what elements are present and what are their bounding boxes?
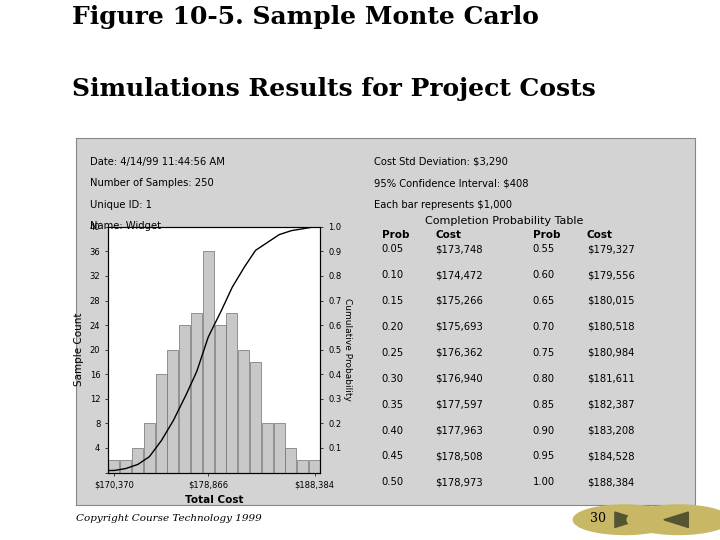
Bar — [109, 460, 120, 472]
Text: Completion Probability Table: Completion Probability Table — [425, 216, 583, 226]
X-axis label: Total Cost: Total Cost — [185, 495, 243, 505]
Text: Cost Std Deviation: $3,290: Cost Std Deviation: $3,290 — [374, 157, 508, 167]
Text: Simulations Results for Project Costs: Simulations Results for Project Costs — [72, 77, 595, 100]
Text: 0.25: 0.25 — [382, 348, 404, 358]
Text: 0.35: 0.35 — [382, 400, 404, 410]
Text: 95% Confidence Interval: $408: 95% Confidence Interval: $408 — [374, 178, 529, 188]
Text: 0.10: 0.10 — [382, 270, 404, 280]
Text: 0.80: 0.80 — [533, 374, 555, 384]
Text: 0.15: 0.15 — [382, 296, 404, 306]
Text: $178,973: $178,973 — [436, 477, 483, 488]
Text: $188,384: $188,384 — [587, 477, 634, 488]
Text: $180,518: $180,518 — [587, 322, 634, 332]
Text: Prob: Prob — [533, 230, 560, 240]
Text: $181,611: $181,611 — [587, 374, 634, 384]
Text: $179,327: $179,327 — [587, 244, 634, 254]
Text: $176,362: $176,362 — [436, 348, 483, 358]
Text: Unique ID: 1: Unique ID: 1 — [90, 200, 152, 210]
Text: 0.55: 0.55 — [533, 244, 555, 254]
Text: 0.90: 0.90 — [533, 426, 555, 436]
Circle shape — [573, 505, 676, 535]
Text: Cost: Cost — [436, 230, 462, 240]
Text: 0.40: 0.40 — [382, 426, 404, 436]
Text: $179,556: $179,556 — [587, 270, 634, 280]
Bar — [191, 313, 202, 472]
Text: 0.20: 0.20 — [382, 322, 404, 332]
Text: Date: 4/14/99 11:44:56 AM: Date: 4/14/99 11:44:56 AM — [90, 157, 225, 167]
Text: 30: 30 — [590, 512, 606, 525]
Text: $174,472: $174,472 — [436, 270, 483, 280]
Text: $175,266: $175,266 — [436, 296, 483, 306]
Text: 0.75: 0.75 — [533, 348, 555, 358]
Text: $173,748: $173,748 — [436, 244, 483, 254]
Text: Each bar represents $1,000: Each bar represents $1,000 — [374, 200, 513, 210]
Text: 0.70: 0.70 — [533, 322, 555, 332]
Bar — [168, 350, 179, 472]
Y-axis label: Cumulative Probability: Cumulative Probability — [343, 298, 352, 401]
Bar — [120, 460, 131, 472]
Bar — [274, 423, 284, 472]
Text: Cost: Cost — [587, 230, 613, 240]
Polygon shape — [664, 512, 688, 528]
Y-axis label: Sample Count: Sample Count — [74, 313, 84, 387]
Text: $180,015: $180,015 — [587, 296, 634, 306]
Text: $182,387: $182,387 — [587, 400, 634, 410]
Bar — [179, 325, 190, 472]
Bar — [215, 325, 225, 472]
Text: 0.65: 0.65 — [533, 296, 555, 306]
Text: Name: Widget: Name: Widget — [90, 221, 161, 232]
Bar — [238, 350, 249, 472]
Text: 1.00: 1.00 — [533, 477, 555, 488]
Bar — [132, 448, 143, 472]
Text: 0.60: 0.60 — [533, 270, 555, 280]
Text: Number of Samples: 250: Number of Samples: 250 — [90, 178, 214, 188]
Text: $177,597: $177,597 — [436, 400, 483, 410]
Bar — [144, 423, 155, 472]
Text: 0.50: 0.50 — [382, 477, 404, 488]
Text: $183,208: $183,208 — [587, 426, 634, 436]
Polygon shape — [615, 512, 639, 528]
Text: $180,984: $180,984 — [587, 348, 634, 358]
Bar — [156, 374, 166, 472]
Bar — [227, 313, 238, 472]
Text: Figure 10-5. Sample Monte Carlo: Figure 10-5. Sample Monte Carlo — [72, 5, 539, 29]
Text: 0.05: 0.05 — [382, 244, 404, 254]
Text: 0.45: 0.45 — [382, 451, 404, 462]
Text: $178,508: $178,508 — [436, 451, 483, 462]
Bar — [297, 460, 308, 472]
Text: Copyright Course Technology 1999: Copyright Course Technology 1999 — [76, 514, 261, 523]
Text: $177,963: $177,963 — [436, 426, 483, 436]
Bar — [309, 460, 320, 472]
Circle shape — [627, 505, 720, 535]
Bar — [203, 251, 214, 472]
Text: 0.95: 0.95 — [533, 451, 555, 462]
Text: 0.85: 0.85 — [533, 400, 555, 410]
Text: $176,940: $176,940 — [436, 374, 483, 384]
Bar — [262, 423, 273, 472]
Text: $184,528: $184,528 — [587, 451, 634, 462]
Bar — [250, 362, 261, 472]
Text: 0.30: 0.30 — [382, 374, 404, 384]
Text: Prob: Prob — [382, 230, 409, 240]
Bar — [285, 448, 297, 472]
Text: $175,693: $175,693 — [436, 322, 483, 332]
